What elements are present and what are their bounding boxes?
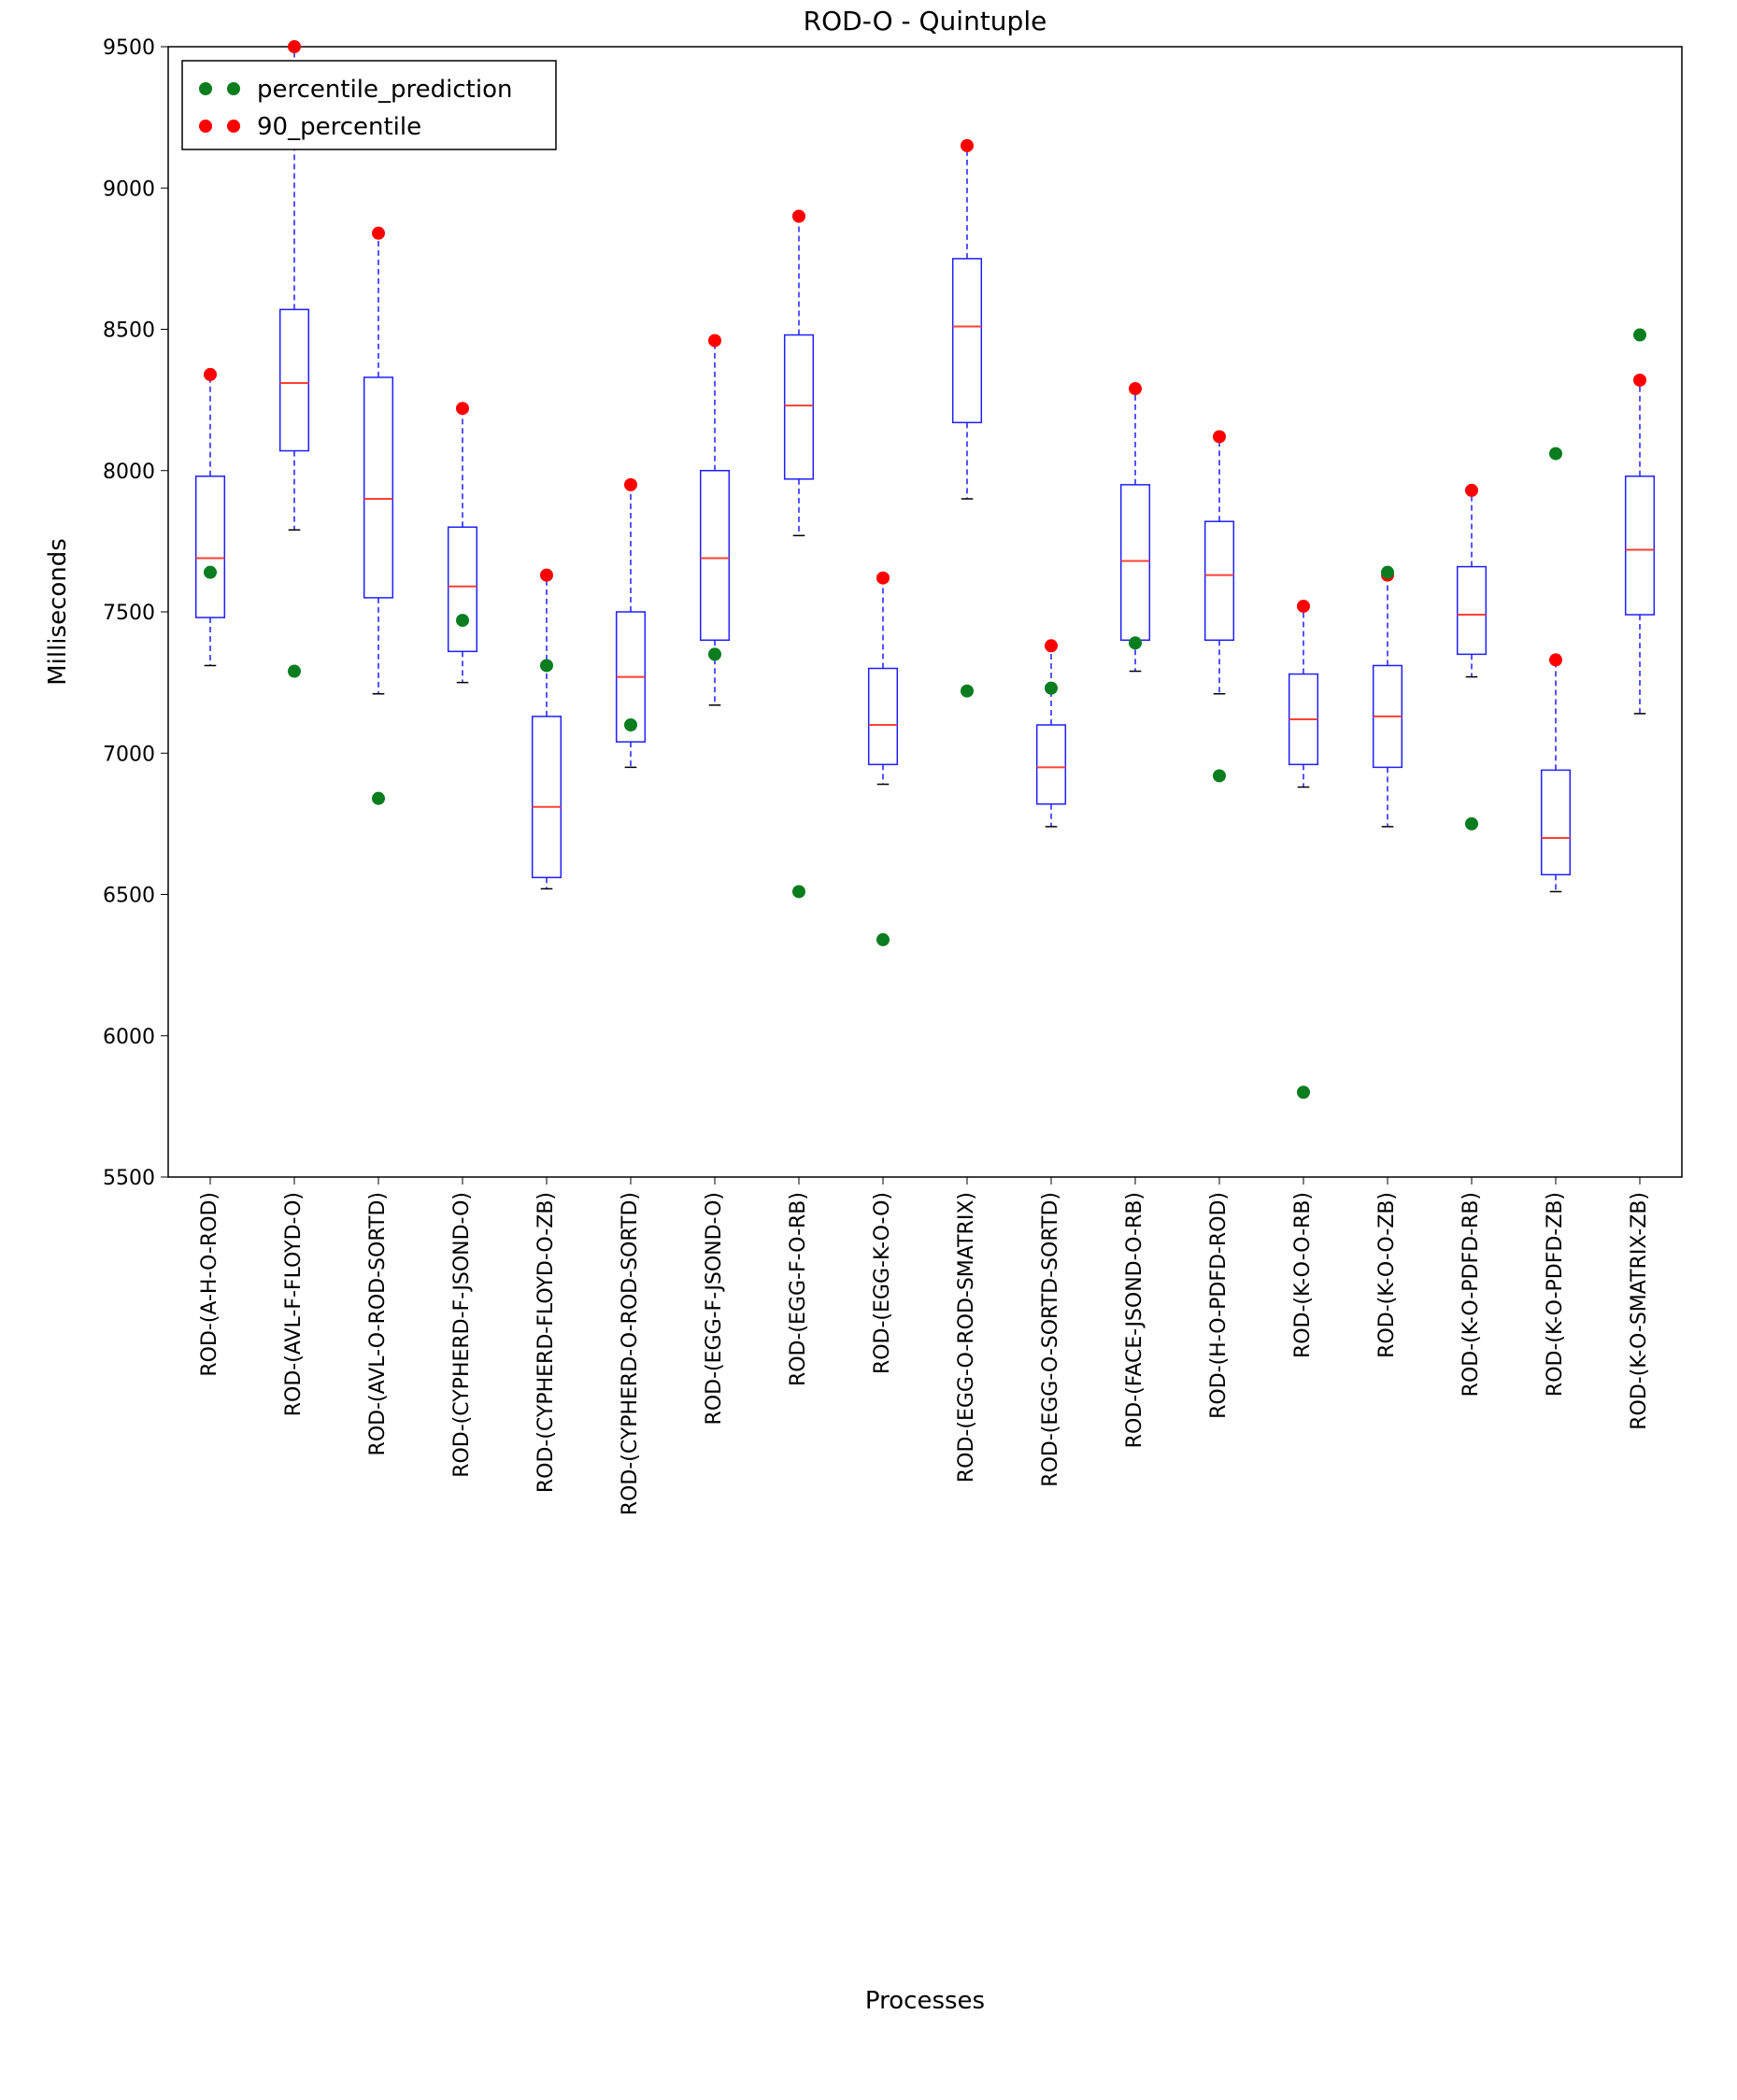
legend-marker: [199, 82, 212, 95]
x-tick-label: ROD-(K-O-O-RB): [1291, 1192, 1315, 1358]
x-tick-label: ROD-(EGG-K-O-O): [871, 1192, 894, 1374]
legend-label: 90_percentile: [257, 113, 421, 141]
p90-marker: [1465, 484, 1478, 497]
prediction-marker: [876, 933, 890, 946]
p90-marker: [1213, 430, 1226, 443]
p90-marker: [288, 40, 301, 53]
p90-marker: [708, 334, 721, 348]
x-tick-label: ROD-(A-H-O-ROD): [198, 1192, 221, 1377]
x-tick-label: ROD-(AVL-F-FLOYD-O): [282, 1192, 306, 1416]
chart-container: 5500 6000 6500 7000 7500 8000 8500 9000 9500 ROD-…: [0, 0, 1737, 2100]
prediction-marker: [1129, 636, 1142, 649]
x-tick-label: ROD-(K-O-O-ZB): [1375, 1192, 1399, 1358]
prediction-marker: [708, 647, 721, 660]
prediction-marker: [624, 718, 637, 731]
x-axis-title: Processes: [865, 1987, 985, 2015]
chart-title: ROD-O - Quintuple: [804, 6, 1047, 36]
p90-marker: [540, 569, 553, 582]
y-tick-label: 7500: [103, 602, 155, 625]
prediction-marker: [456, 614, 469, 627]
prediction-marker: [540, 659, 553, 672]
legend-label: percentile_prediction: [257, 76, 512, 104]
legend-marker: [227, 120, 240, 133]
prediction-marker: [1213, 769, 1226, 782]
x-tick-label: ROD-(CYPHERD-O-ROD-SORTD): [619, 1192, 642, 1515]
y-tick-label: 6000: [103, 1026, 155, 1049]
x-tick-label: ROD-(EGG-F-JSOND-O): [703, 1192, 726, 1425]
p90-marker: [372, 227, 385, 240]
x-tick-label: ROD-(FACE-JSOND-O-RB): [1123, 1192, 1146, 1448]
x-tick-label: ROD-(K-O-SMATRIX-ZB): [1628, 1192, 1651, 1430]
p90-marker: [1045, 639, 1058, 652]
x-tick-label: ROD-(CYPHERD-F-JSOND-O): [450, 1192, 474, 1478]
prediction-marker: [961, 685, 974, 698]
y-tick-label: 7000: [103, 743, 155, 766]
p90-marker: [961, 139, 974, 152]
x-tick-label: ROD-(AVL-O-ROD-SORTD): [366, 1192, 390, 1455]
prediction-marker: [1297, 1085, 1310, 1099]
legend-marker: [227, 82, 240, 95]
p90-marker: [1549, 653, 1562, 666]
x-tick-label: ROD-(K-O-PDFD-ZB): [1544, 1192, 1567, 1397]
x-tick-label: ROD-(H-O-PDFD-ROD): [1207, 1192, 1231, 1419]
prediction-marker: [1633, 329, 1646, 342]
y-tick-label: 6500: [103, 885, 155, 908]
p90-marker: [1633, 374, 1646, 387]
legend: percentile_prediction 90_percentile: [182, 61, 556, 149]
prediction-marker: [204, 566, 217, 579]
x-tick-label: ROD-(K-O-PDFD-RB): [1459, 1192, 1483, 1397]
boxplot-chart: 5500 6000 6500 7000 7500 8000 8500 9000 9500 ROD-…: [0, 0, 1737, 2100]
legend-marker: [199, 120, 212, 133]
p90-marker: [1297, 600, 1310, 613]
x-tick-label: ROD-(EGG-F-O-RB): [787, 1192, 810, 1386]
y-tick-label: 8500: [103, 319, 155, 343]
prediction-marker: [792, 885, 805, 898]
prediction-marker: [1045, 682, 1058, 695]
y-tick-label: 8000: [103, 461, 155, 484]
p90-marker: [624, 478, 637, 491]
p90-marker: [792, 210, 805, 223]
y-axis-title: Milliseconds: [44, 538, 72, 686]
prediction-marker: [1465, 817, 1478, 830]
prediction-marker: [372, 792, 385, 805]
prediction-marker: [288, 665, 301, 678]
y-tick-label: 9500: [103, 36, 155, 60]
y-tick-label: 5500: [103, 1167, 155, 1190]
p90-marker: [204, 368, 217, 381]
prediction-marker: [1381, 566, 1394, 579]
p90-marker: [456, 402, 469, 415]
x-tick-label: ROD-(EGG-O-ROD-SMATRIX): [955, 1192, 978, 1483]
prediction-marker: [1549, 447, 1562, 461]
p90-marker: [1129, 382, 1142, 395]
x-tick-label: ROD-(EGG-O-SORTD-SORTD): [1039, 1192, 1062, 1487]
p90-marker: [876, 572, 890, 585]
y-tick-label: 9000: [103, 177, 155, 201]
x-tick-label: ROD-(CYPHERD-FLOYD-O-ZB): [534, 1192, 558, 1493]
